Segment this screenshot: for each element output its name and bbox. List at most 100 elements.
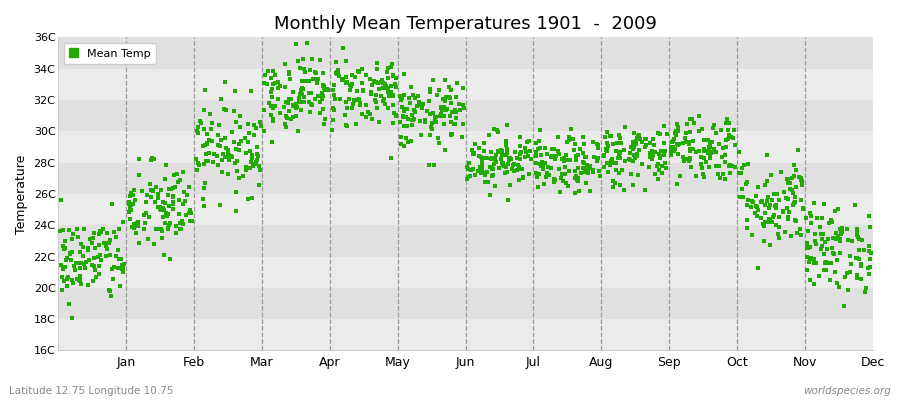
Point [160,211,175,218]
Point [296,66,310,72]
Point [495,162,509,168]
Point [499,138,513,144]
Point [652,152,667,159]
Point [184,218,199,224]
Point [295,91,310,97]
Point [669,132,683,138]
Point [385,120,400,126]
Point [316,106,330,113]
Point [423,132,437,138]
Point [253,119,267,125]
Point [631,172,645,178]
Point [804,212,818,219]
Point [63,251,77,257]
Point [626,138,640,145]
Point [439,106,454,112]
Point [191,130,205,136]
Point [102,240,116,247]
Point [622,150,636,156]
Point [863,255,878,262]
Point [240,196,255,202]
Point [100,240,114,246]
Point [792,174,806,180]
Point [92,242,106,249]
Point [335,77,349,84]
Point [474,165,489,172]
Point [546,176,561,182]
Point [554,156,569,162]
Point [809,260,824,267]
Point [401,139,416,146]
Point [488,183,502,190]
Point [549,153,563,160]
Point [827,251,842,257]
Point [394,95,409,101]
Point [807,260,822,266]
Point [328,96,343,102]
Point [158,200,172,206]
Point [490,126,504,133]
Point [368,96,382,103]
Point [651,130,665,136]
Point [161,192,176,198]
Point [304,101,319,107]
Point [843,269,858,275]
Point [670,142,685,148]
Point [279,113,293,119]
Point [428,162,442,169]
Point [364,91,378,98]
Point [788,184,803,190]
Point [351,68,365,74]
Point [806,280,821,287]
Point [528,170,543,176]
Point [645,136,660,142]
Point [328,58,343,65]
Point [297,99,311,106]
Point [172,197,186,203]
Point [725,162,740,169]
Bar [58,37,873,69]
Point [800,240,814,246]
Point [431,135,446,141]
Point [264,75,278,81]
Point [339,80,354,86]
Point [652,166,667,173]
Point [125,224,140,230]
Point [158,220,172,226]
Point [540,170,554,177]
Point [786,202,800,208]
Point [654,148,669,154]
Point [494,147,508,154]
Point [424,124,438,130]
Point [375,80,390,86]
Point [314,95,328,102]
Point [652,154,667,161]
Point [122,200,137,207]
Point [392,93,407,99]
Point [85,262,99,268]
Point [423,89,437,95]
Point [475,155,490,162]
Point [599,140,614,147]
Point [656,123,670,130]
Point [394,134,409,140]
Point [444,130,458,137]
Point [154,186,168,193]
Point [781,180,796,186]
Point [325,127,339,134]
Point [297,94,311,100]
Point [94,229,108,235]
Point [262,100,276,106]
Point [578,166,592,172]
Point [472,153,486,159]
Point [122,192,137,199]
Point [740,179,754,185]
Point [115,269,130,276]
Point [580,162,594,169]
Point [568,168,582,174]
Point [687,120,701,126]
Point [405,112,419,118]
Point [705,149,719,156]
Point [832,283,846,290]
Point [61,301,76,307]
